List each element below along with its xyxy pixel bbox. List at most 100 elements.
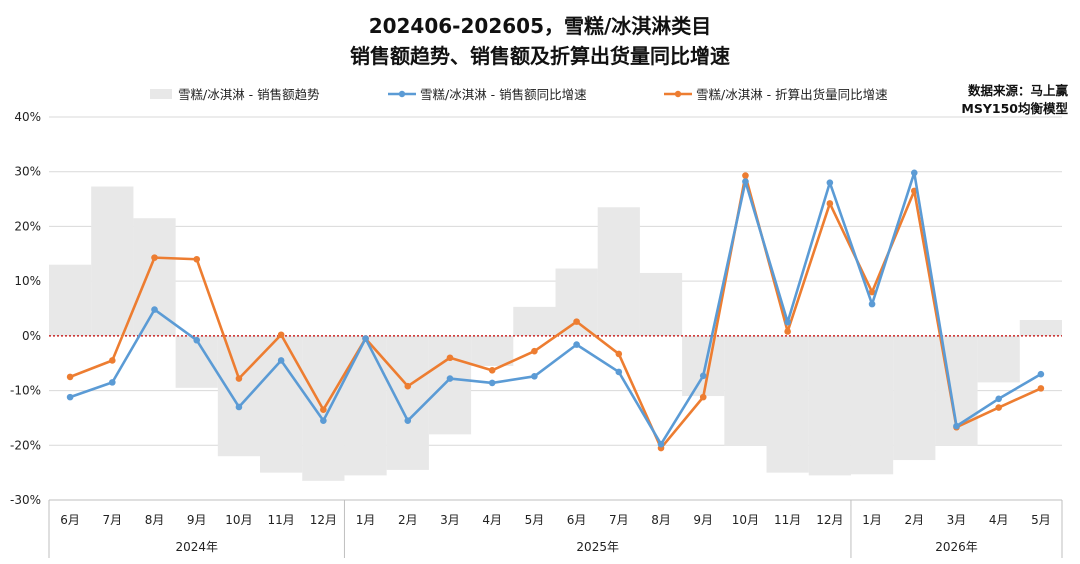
series-sales-yoy-point	[488, 379, 496, 387]
legend-item-sales-yoy: 雪糕/冰淇淋 - 销售额同比增速	[388, 84, 587, 103]
bar-sales-trend	[133, 218, 176, 336]
series-sales-yoy-point	[151, 306, 158, 313]
series-volume-yoy-point	[277, 331, 285, 339]
y-tick-label: 20%	[14, 219, 41, 233]
series-sales-yoy-point	[953, 422, 960, 430]
x-tick-label: 4月	[482, 513, 502, 527]
year-group-label: 2026年	[935, 540, 978, 554]
x-tick-label: 3月	[947, 513, 967, 527]
series-sales-yoy-point	[531, 373, 538, 380]
x-tick-label: 1月	[862, 513, 882, 527]
bar-sales-trend	[386, 335, 429, 470]
bar-sales-trend	[344, 335, 387, 476]
series-volume-yoy-point	[446, 354, 454, 362]
bar-sales-trend	[850, 335, 894, 475]
series-sales-yoy-point	[277, 357, 285, 364]
series-volume-yoy-line	[69, 174, 1042, 450]
series-sales-yoy-point	[699, 372, 707, 380]
series-sales-yoy-point	[868, 300, 876, 308]
bar-sales-trend	[682, 335, 725, 397]
series-sales-yoy-point	[910, 169, 918, 177]
series-sales-yoy-point	[573, 341, 580, 348]
bar-sales-trend	[513, 306, 556, 336]
bar-sales-trend	[49, 264, 92, 336]
bar-sales-trend	[893, 335, 936, 461]
series-sales-yoy-point	[446, 375, 454, 382]
bar-sales-trend	[428, 335, 472, 435]
x-tick-label: 6月	[60, 513, 80, 527]
series-volume-yoy-point	[995, 404, 1002, 411]
series-sales-yoy-point	[742, 178, 749, 185]
bar-sales-trend	[808, 335, 851, 476]
bar-sales-trend	[766, 335, 809, 473]
x-tick-label: 4月	[989, 513, 1009, 527]
legend-label-volume-yoy: 雪糕/冰淇淋 - 折算出货量同比增速	[696, 87, 888, 102]
x-tick-label: 2月	[904, 513, 924, 527]
x-tick-label: 7月	[609, 513, 629, 527]
chart-title-line1: 202406-202605，雪糕/冰淇淋类目	[368, 14, 712, 38]
series-sales-yoy-point	[784, 318, 791, 326]
x-tick-label: 2月	[398, 513, 418, 527]
series-sales-yoy-line	[69, 171, 1042, 446]
series-volume-yoy-point	[742, 172, 749, 179]
series-sales-yoy-point	[66, 393, 74, 401]
legend-swatch-bar	[150, 88, 172, 99]
series-volume-yoy-point	[826, 200, 834, 207]
series-sales-yoy-point	[320, 417, 327, 424]
legend-swatch-volume-yoy	[664, 90, 692, 97]
y-tick-label: 0%	[22, 329, 41, 343]
y-tick-label: 40%	[14, 110, 41, 124]
year-group-label: 2024年	[175, 540, 218, 554]
series-volume-yoy-point	[151, 254, 158, 261]
y-tick-label: -10%	[10, 384, 41, 398]
legend-swatch-sales-yoy	[388, 90, 416, 97]
series-volume-yoy-point	[109, 357, 116, 364]
x-tick-label: 11月	[268, 513, 295, 527]
bar-sales-trend	[639, 272, 683, 336]
series-sales-yoy-point	[404, 417, 412, 424]
bar-sales-trend	[217, 335, 261, 457]
legend-item-sales-trend: 雪糕/冰淇淋 - 销售额趋势	[150, 84, 320, 103]
series-volume-yoy-point	[404, 382, 412, 390]
bar-sales-trend	[1019, 319, 1062, 336]
x-tick-label: 5月	[525, 513, 545, 527]
series-volume-yoy-point	[488, 367, 496, 374]
bar-sales-trend	[977, 335, 1020, 383]
x-tick-label: 10月	[225, 513, 252, 527]
source-line1: 数据来源：马上赢	[967, 83, 1068, 98]
x-tick-label: 8月	[651, 513, 671, 527]
x-tick-label: 11月	[774, 513, 801, 527]
series-volume-yoy-point	[66, 373, 74, 381]
y-tick-label: 10%	[14, 274, 41, 288]
series-sales-yoy-point	[362, 335, 369, 342]
legend-item-volume-yoy: 雪糕/冰淇淋 - 折算出货量同比增速	[664, 84, 888, 103]
x-tick-label: 5月	[1031, 513, 1051, 527]
x-tick-label: 9月	[693, 513, 713, 527]
series-sales-yoy-point	[193, 336, 201, 344]
series-volume-yoy-point	[531, 347, 538, 355]
x-tick-label: 6月	[567, 513, 587, 527]
series-volume-yoy-point	[784, 328, 791, 335]
x-tick-label: 9月	[187, 513, 207, 527]
series-sales-yoy-point	[235, 403, 243, 411]
x-tick-label: 7月	[102, 513, 122, 527]
series-volume-yoy-point	[615, 350, 623, 358]
x-tick-label: 12月	[816, 513, 843, 527]
x-tick-label: 1月	[356, 513, 376, 527]
series-volume-yoy-point	[193, 255, 201, 263]
y-tick-label: -30%	[10, 493, 41, 507]
bar-sales-trend	[724, 335, 767, 446]
source-line2: MSY150均衡模型	[961, 101, 1068, 116]
bar-sales-trend	[555, 268, 598, 336]
legend-label-sales-yoy: 雪糕/冰淇淋 - 销售额同比增速	[420, 87, 587, 102]
series-sales-yoy-point	[657, 440, 665, 448]
series-volume-yoy-point	[699, 393, 707, 401]
y-tick-label: 30%	[14, 165, 41, 179]
x-tick-label: 10月	[732, 513, 759, 527]
series-sales-yoy-point	[615, 368, 623, 376]
year-group-label: 2025年	[576, 540, 619, 554]
series-sales-yoy-point	[109, 379, 116, 386]
bar-sales-trend	[91, 186, 134, 336]
chart-title-line2: 销售额趋势、销售额及折算出货量同比增速	[350, 44, 730, 68]
